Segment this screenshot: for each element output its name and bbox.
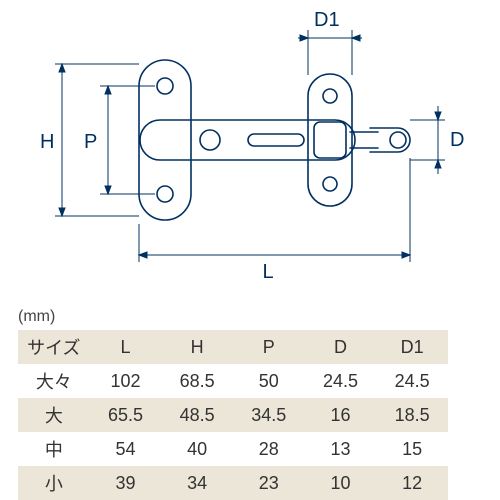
dim-label-D1: D1 [314, 9, 340, 31]
cell: 24.5 [305, 364, 377, 398]
cell: 50 [233, 364, 305, 398]
col-D: D [305, 330, 377, 364]
unit-label: (mm) [18, 308, 448, 326]
cell: 48.5 [161, 398, 233, 432]
cell-size: 中 [18, 432, 90, 466]
cell: 102 [90, 364, 162, 398]
cell: 54 [90, 432, 162, 466]
table-header-row: サイズ L H P D D1 [18, 330, 448, 364]
cell: 15 [376, 432, 448, 466]
col-size: サイズ [18, 330, 90, 364]
cell: 10 [305, 466, 377, 500]
cell: 39 [90, 466, 162, 500]
cell-size: 大 [18, 398, 90, 432]
cell: 34 [161, 466, 233, 500]
latch-diagram: H P D1 D [0, 0, 500, 300]
cell: 28 [233, 432, 305, 466]
spec-table-wrap: (mm) サイズ L H P D D1 大々 102 68.5 50 24 [18, 308, 448, 500]
cell: 68.5 [161, 364, 233, 398]
cell-size: 大々 [18, 364, 90, 398]
cell: 40 [161, 432, 233, 466]
table-row: 大々 102 68.5 50 24.5 24.5 [18, 364, 448, 398]
col-L: L [90, 330, 162, 364]
cell: 13 [305, 432, 377, 466]
col-H: H [161, 330, 233, 364]
cell: 23 [233, 466, 305, 500]
cell: 18.5 [376, 398, 448, 432]
dim-label-D: D [450, 129, 464, 151]
table-row: 大 65.5 48.5 34.5 16 18.5 [18, 398, 448, 432]
spec-table: サイズ L H P D D1 大々 102 68.5 50 24.5 24.5 [18, 330, 448, 500]
dim-label-P: P [84, 131, 97, 153]
cell: 12 [376, 466, 448, 500]
col-P: P [233, 330, 305, 364]
dim-label-H: H [40, 131, 54, 153]
cell: 24.5 [376, 364, 448, 398]
table-row: 中 54 40 28 13 15 [18, 432, 448, 466]
dim-label-L: L [262, 261, 273, 283]
col-D1: D1 [376, 330, 448, 364]
cell-size: 小 [18, 466, 90, 500]
cell: 34.5 [233, 398, 305, 432]
figure-stage: H P D1 D [0, 0, 500, 500]
cell: 16 [305, 398, 377, 432]
table-row: 小 39 34 23 10 12 [18, 466, 448, 500]
cell: 65.5 [90, 398, 162, 432]
